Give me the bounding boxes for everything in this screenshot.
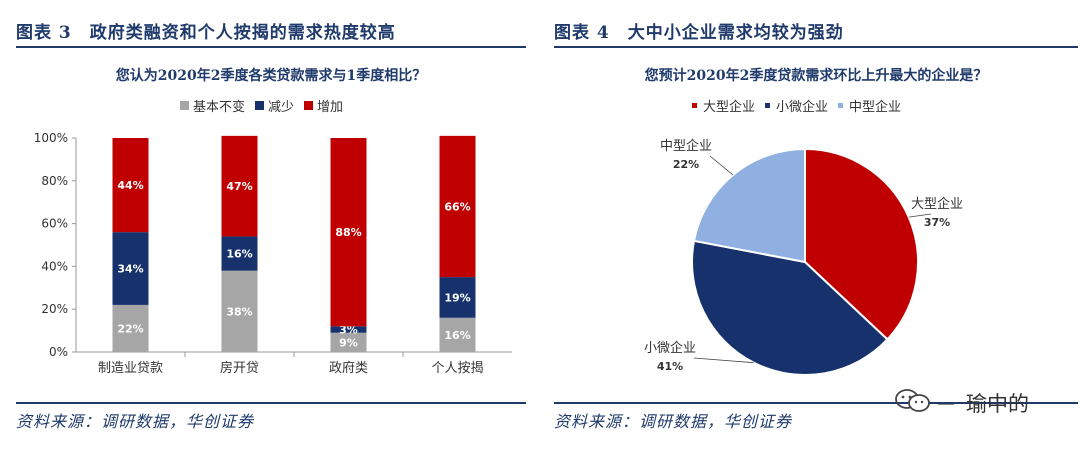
bar-segment bbox=[221, 270, 258, 352]
data-label: 88% bbox=[335, 226, 361, 239]
y-tick-label: 0% bbox=[49, 345, 68, 359]
slice-name-label: 大型企业 bbox=[911, 196, 963, 212]
x-tick-label: 个人按揭 bbox=[431, 361, 483, 376]
x-tick-label: 房开贷 bbox=[220, 360, 259, 376]
chart-legend: 大型企业 小微企业 中型企业 bbox=[692, 96, 911, 115]
stacked-bar-chart: 0% 20% 40% 60% 80% 100% 22% 34% 44% 制造业贷款 38% 16% 47… bbox=[34, 131, 512, 376]
data-label: 16% bbox=[226, 248, 252, 261]
pie-slice bbox=[804, 147, 919, 341]
chart-title: 您认为2020年2季度各类贷款需求与1季度相比？ bbox=[115, 68, 427, 84]
leader-line bbox=[709, 155, 734, 176]
data-label: 44% bbox=[117, 179, 143, 192]
legend-label: 中型企业 bbox=[849, 100, 902, 115]
wechat-icon bbox=[895, 389, 930, 412]
legend-swatch bbox=[180, 101, 189, 110]
bar-chart-panel: 图表 3 政府类融资和个人按揭的需求热度较高 您认为2020年2季度各类贷款需求… bbox=[0, 0, 530, 451]
data-label: 3% bbox=[339, 324, 358, 337]
source-note: 资料来源：调研数据，华创证券 bbox=[16, 412, 255, 431]
bar-segment bbox=[221, 135, 258, 237]
slice-name-label: 中型企业 bbox=[660, 138, 712, 154]
x-tick-label: 制造业贷款 bbox=[98, 361, 163, 376]
pie-slice bbox=[691, 239, 889, 376]
leader-line bbox=[693, 357, 754, 364]
bar-segment bbox=[330, 138, 367, 327]
bar-segment bbox=[439, 277, 476, 318]
y-tick-label: 80% bbox=[41, 174, 68, 188]
data-label: 9% bbox=[339, 336, 358, 349]
watermark-text: 瑜中的 bbox=[966, 392, 1029, 416]
bar-segment bbox=[221, 236, 258, 271]
legend-swatch bbox=[304, 101, 314, 110]
legend-label: 大型企业 bbox=[703, 100, 756, 115]
pie-chart-panel: 图表 4 大中小企业需求均较为强劲 您预计2020年2季度贷款需求环比上升最大的… bbox=[552, 0, 1080, 451]
y-tick-label: 60% bbox=[41, 217, 68, 231]
bar-segment bbox=[330, 326, 367, 333]
bar-segment bbox=[439, 317, 476, 352]
y-tick-label: 20% bbox=[41, 302, 68, 316]
legend-item: 增加 bbox=[304, 96, 343, 115]
y-tick-label: 100% bbox=[34, 131, 68, 145]
bar-segment bbox=[439, 135, 476, 278]
leader-line bbox=[908, 213, 932, 218]
data-label: 47% bbox=[226, 180, 252, 193]
chart-legend: 基本不变 减少 增加 bbox=[180, 96, 353, 115]
pie-slice bbox=[692, 147, 806, 264]
legend-label: 减少 bbox=[268, 100, 295, 115]
legend-item: 基本不变 bbox=[180, 96, 245, 115]
watermark-divider bbox=[938, 404, 954, 405]
bar-segment bbox=[330, 332, 367, 352]
legend-swatch bbox=[692, 103, 697, 108]
chart-title: 您预计2020年2季度贷款需求环比上升最大的企业是？ bbox=[644, 68, 988, 84]
data-label: 38% bbox=[226, 305, 252, 318]
data-label: 19% bbox=[444, 291, 470, 304]
title-rule bbox=[554, 46, 1078, 48]
legend-label: 小微企业 bbox=[776, 100, 829, 115]
data-label: 16% bbox=[444, 329, 470, 342]
slice-name-label: 小微企业 bbox=[644, 340, 696, 356]
x-tick-label: 政府类 bbox=[329, 361, 368, 376]
slice-value-label: 37% bbox=[924, 216, 950, 229]
pie-chart: 大型企业 37% 小微企业 41% 中型企业 22% bbox=[644, 138, 963, 376]
y-tick-label: 40% bbox=[41, 259, 68, 273]
bar-segment bbox=[112, 232, 149, 305]
legend-label: 基本不变 bbox=[193, 100, 246, 115]
legend-item: 中型企业 bbox=[838, 96, 901, 115]
bar-segment bbox=[112, 138, 149, 233]
figure-title: 图表 4 大中小企业需求均较为强劲 bbox=[554, 23, 844, 43]
legend-item: 小微企业 bbox=[765, 96, 828, 115]
legend-item: 大型企业 bbox=[692, 96, 755, 115]
title-rule bbox=[16, 46, 526, 48]
data-label: 66% bbox=[444, 200, 470, 213]
slice-value-label: 41% bbox=[657, 360, 683, 373]
figure-title: 图表 3 政府类融资和个人按揭的需求热度较高 bbox=[16, 23, 396, 43]
source-rule bbox=[554, 402, 1078, 404]
slice-value-label: 22% bbox=[673, 158, 699, 171]
legend-swatch bbox=[765, 103, 771, 108]
legend-item: 减少 bbox=[255, 96, 294, 115]
legend-swatch bbox=[838, 103, 844, 108]
legend-label: 增加 bbox=[317, 100, 344, 115]
legend-swatch bbox=[255, 101, 265, 110]
data-label: 34% bbox=[117, 263, 143, 276]
source-note: 资料来源：调研数据，华创证券 bbox=[554, 412, 793, 431]
data-label: 22% bbox=[117, 322, 143, 335]
bar-segment bbox=[112, 304, 149, 352]
source-rule bbox=[16, 402, 526, 404]
